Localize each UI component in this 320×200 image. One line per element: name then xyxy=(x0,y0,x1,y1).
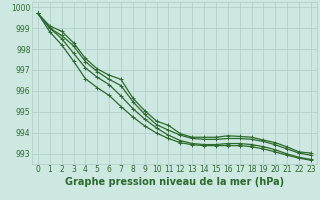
X-axis label: Graphe pression niveau de la mer (hPa): Graphe pression niveau de la mer (hPa) xyxy=(65,177,284,187)
